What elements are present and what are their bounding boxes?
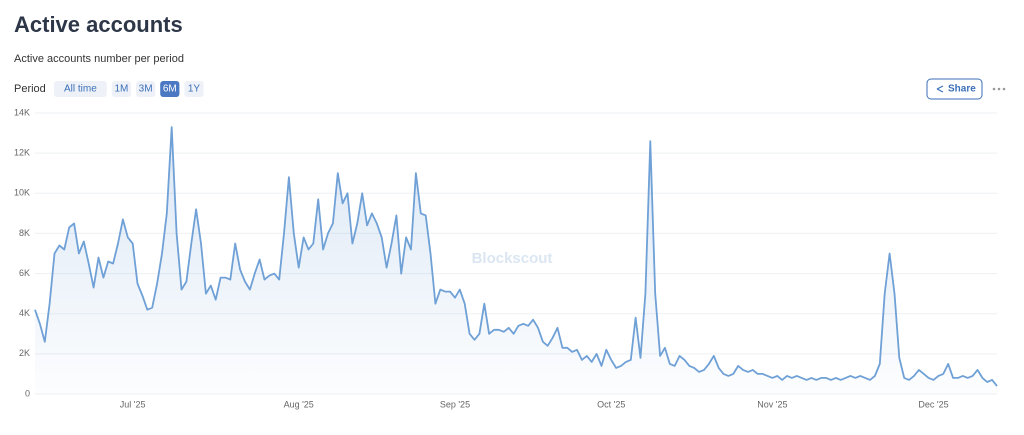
watermark: Blockscout <box>472 250 553 267</box>
period-label: Period <box>14 83 46 95</box>
y-tick-label: 8K <box>19 228 30 238</box>
x-tick-label: Aug '25 <box>284 399 314 409</box>
x-tick-label: Jul '25 <box>120 399 146 409</box>
y-tick-label: 14K <box>14 107 30 117</box>
period-button[interactable] <box>136 81 156 97</box>
period-button[interactable] <box>160 81 180 97</box>
dot <box>1002 87 1006 91</box>
subtitle: Active accounts number per period <box>14 53 184 65</box>
period-button[interactable] <box>184 81 204 97</box>
y-tick-label: 12K <box>14 148 30 158</box>
line <box>34 126 998 387</box>
x-tick-label: Sep '25 <box>440 399 470 409</box>
period-button-text[interactable]: 1M <box>114 84 128 95</box>
y-tick-label: 10K <box>14 188 30 198</box>
period-button-text[interactable]: 3M <box>139 84 153 95</box>
share-text[interactable]: Share <box>948 84 976 95</box>
y-tick-label: 2K <box>19 348 30 358</box>
period-button[interactable] <box>54 81 107 97</box>
x-tick-label: Oct '25 <box>597 399 625 409</box>
area-fill <box>35 127 997 394</box>
period-button-text[interactable]: 6M <box>163 84 177 95</box>
period-button-text[interactable]: 1Y <box>188 84 201 95</box>
menu-dots[interactable] <box>992 87 1006 91</box>
share-button[interactable] <box>926 78 983 100</box>
x-tick-label: Nov '25 <box>757 399 787 409</box>
page-title: Active accounts <box>14 12 183 37</box>
x-tick-label: Dec '25 <box>918 399 948 409</box>
share-icon <box>936 85 944 93</box>
dot <box>997 87 1001 91</box>
y-tick-label: 6K <box>19 268 30 278</box>
period-button-text[interactable]: All time <box>64 84 97 95</box>
y-tick-label: 4K <box>19 308 30 318</box>
period-button[interactable] <box>111 81 131 97</box>
dot <box>992 87 996 91</box>
y-tick-label: 0 <box>25 388 30 398</box>
period-buttons: All time 1M 3M 6M 1Y <box>54 81 204 97</box>
